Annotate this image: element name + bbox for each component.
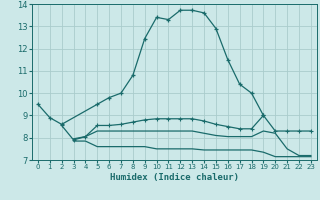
X-axis label: Humidex (Indice chaleur): Humidex (Indice chaleur) <box>110 173 239 182</box>
